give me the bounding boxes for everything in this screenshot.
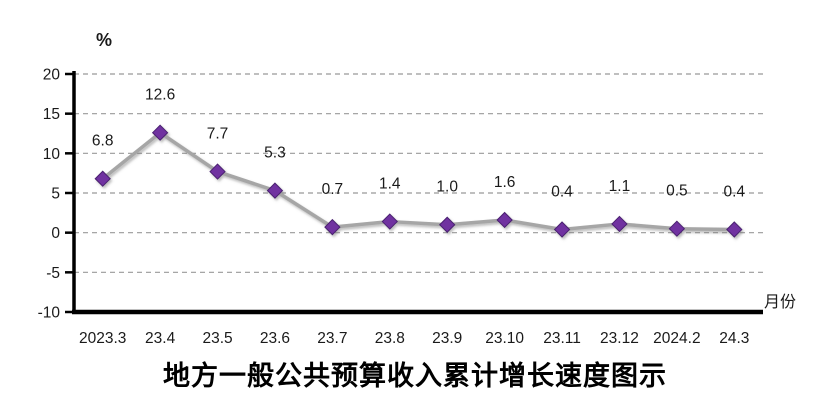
data-point-marker	[94, 170, 111, 187]
series-group	[94, 124, 743, 238]
chart-title: 地方一般公共预算收入累计增长速度图示	[163, 361, 667, 392]
x-tick-label: 23.12	[600, 330, 639, 347]
y-tick-label: 5	[51, 186, 60, 203]
data-label: 0.5	[666, 183, 688, 200]
data-label: 7.7	[207, 126, 229, 143]
data-point-marker	[209, 163, 226, 180]
y-tick-label: 15	[43, 106, 60, 123]
x-tick-label: 23.11	[543, 330, 581, 347]
x-axis-unit-label: 月份	[764, 294, 797, 311]
data-point-marker	[381, 213, 398, 230]
data-point-marker	[726, 221, 743, 238]
y-tick-label: -10	[38, 305, 61, 322]
data-label: 0.4	[551, 183, 573, 200]
x-tick-label: 23.10	[485, 330, 524, 347]
data-label: 12.6	[145, 87, 175, 104]
x-tick-label: 2024.2	[653, 330, 700, 347]
data-point-marker	[611, 215, 628, 233]
data-label: 1.1	[609, 178, 631, 195]
x-tick-label: 23.8	[375, 330, 405, 347]
data-point-marker	[496, 211, 513, 229]
data-label: 1.6	[494, 174, 516, 191]
data-label: 1.0	[436, 179, 458, 196]
data-point-marker	[151, 124, 169, 141]
data-point-marker	[668, 220, 686, 237]
data-label: 6.8	[92, 133, 114, 150]
x-tick-label: 23.4	[145, 330, 176, 347]
y-axis-unit-label: %	[96, 30, 113, 50]
data-point-marker	[324, 218, 341, 236]
data-point-marker	[266, 182, 284, 199]
x-tick-label: 23.7	[317, 330, 347, 347]
data-label: 0.7	[322, 181, 344, 198]
data-point-marker	[553, 221, 571, 238]
data-label: 1.4	[379, 176, 401, 193]
series-line	[101, 130, 735, 232]
data-label: 5.3	[264, 145, 286, 162]
x-tick-label: 24.3	[719, 330, 749, 347]
y-tick-label: 0	[51, 225, 60, 242]
data-label: 0.4	[724, 183, 746, 200]
y-tick-label: -5	[46, 265, 60, 282]
x-tick-label: 2023.3	[79, 330, 126, 347]
y-tick-label: 10	[43, 146, 61, 163]
data-point-marker	[439, 216, 456, 233]
x-tick-label: 23.6	[260, 330, 290, 347]
x-tick-label: 23.5	[202, 330, 232, 347]
y-tick-label: 20	[43, 67, 61, 84]
x-tick-label: 23.9	[432, 330, 462, 347]
